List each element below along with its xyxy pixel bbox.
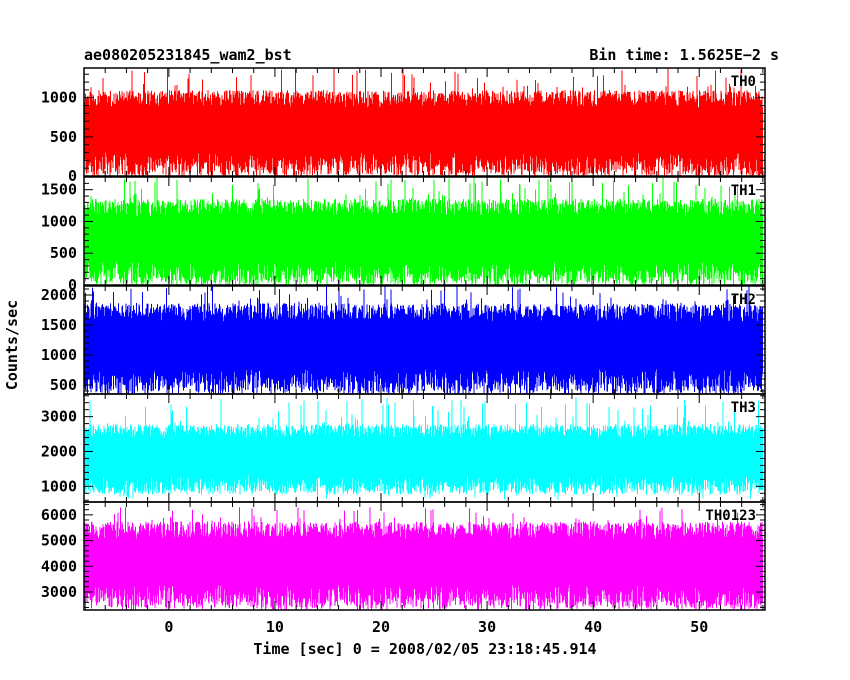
series-trace-th1: [83, 177, 763, 285]
panel-frame: [83, 67, 766, 177]
panel-label-th0: TH0: [731, 74, 756, 90]
panel-label-th0123: TH0123: [705, 508, 756, 524]
y-tick-label: 1000: [41, 346, 77, 364]
panel-th0: 0 500 1000 TH0: [41, 67, 766, 185]
panel-label-th1: TH1: [731, 183, 756, 199]
series-trace-th0: [83, 68, 763, 176]
y-tick-label: 6000: [41, 506, 77, 524]
panel-th3: 1000 2000 3000 TH3: [41, 393, 766, 503]
x-tick-label: 20: [372, 618, 390, 636]
y-tick-label: 0: [68, 276, 77, 294]
x-tick-label: 30: [478, 618, 496, 636]
y-axis-label: Counts/sec: [3, 300, 21, 390]
chart-title-right: Bin time: 1.5625E−2 s: [589, 46, 779, 64]
y-tick-label: 2000: [41, 442, 77, 460]
y-tick-label: 1000: [41, 212, 77, 230]
panel-th1: 0 500 1000 1500 TH1: [41, 176, 766, 294]
panel-frame: [83, 176, 766, 286]
y-tick-label: 4000: [41, 557, 77, 575]
y-tick-label: 1500: [41, 316, 77, 334]
x-axis-ticks: 0 10 20 30 40 50: [164, 618, 708, 636]
series-trace-th2: [83, 286, 763, 394]
chart-title-left: ae080205231845_wam2_bst: [84, 46, 292, 64]
series-trace-th3: [83, 397, 763, 500]
y-tick-label: 1000: [41, 477, 77, 495]
y-tick-label: 2000: [41, 286, 77, 304]
y-tick-label: 1500: [41, 181, 77, 199]
y-tick-label: 3000: [41, 583, 77, 601]
y-tick-label: 5000: [41, 532, 77, 550]
x-tick-label: 40: [584, 618, 602, 636]
x-tick-label: 0: [164, 618, 173, 636]
y-tick-label: 500: [50, 376, 77, 394]
y-tick-label: 0: [68, 167, 77, 185]
panel-th0123: 3000 4000 5000 6000 TH0123: [41, 501, 766, 611]
x-tick-label: 10: [266, 618, 284, 636]
y-tick-label: 500: [50, 128, 77, 146]
y-tick-label: 3000: [41, 408, 77, 426]
x-tick-label: 50: [690, 618, 708, 636]
panels-group: 0 500 1000 TH0 0 500 1000 1500 TH1 500 1000 1500 200…: [41, 67, 766, 611]
x-axis-label: Time [sec] 0 = 2008/02/05 23:18:45.914: [253, 640, 596, 658]
series-trace-th0123: [83, 507, 763, 610]
panel-label-th3: TH3: [731, 400, 756, 416]
y-tick-label: 500: [50, 244, 77, 262]
panel-label-th2: TH2: [731, 292, 756, 308]
y-tick-label: 1000: [41, 89, 77, 107]
panel-th2: 500 1000 1500 2000 TH2: [41, 285, 766, 395]
